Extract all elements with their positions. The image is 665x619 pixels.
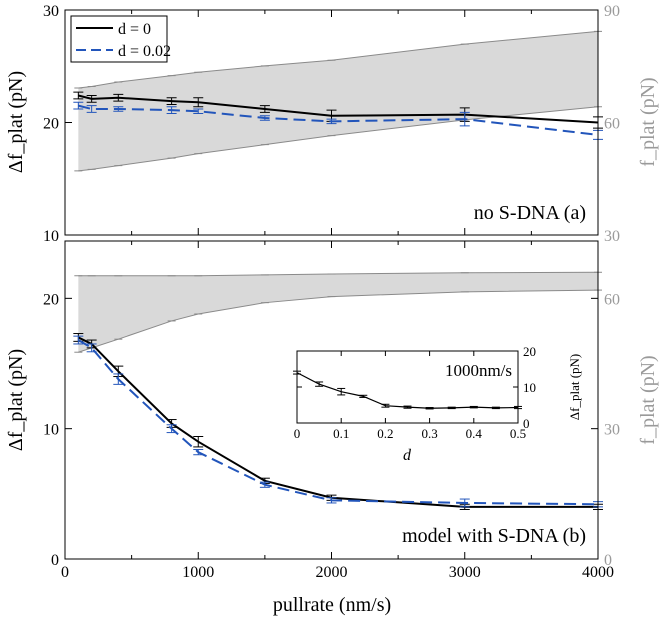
panel-a-band bbox=[74, 30, 602, 172]
panel-a-annotation: no S-DNA (a) bbox=[474, 202, 586, 224]
panel-b-ytick-right-label: 60 bbox=[604, 291, 620, 308]
panel-a-ytick-label: 20 bbox=[43, 116, 59, 133]
panel-a-ytick-right-label: 30 bbox=[604, 228, 620, 245]
inset-series bbox=[293, 370, 522, 410]
panel-b-ytick-right-label: 0 bbox=[604, 552, 612, 569]
panel-a-ytick-label: 10 bbox=[43, 228, 59, 245]
panel-b-ylabel: Δf_plat (pN) bbox=[5, 349, 27, 451]
legend-label-d0: d = 0 bbox=[118, 21, 151, 38]
panel-b-xtick-label: 3000 bbox=[449, 564, 481, 581]
inset-xtick-label: 0.1 bbox=[333, 426, 349, 441]
legend: d = 0 d = 0.02 bbox=[70, 15, 171, 63]
panel-a-series-1-line bbox=[78, 104, 599, 136]
panel-a-ticks: 10 20 30 30 60 90 bbox=[43, 3, 620, 245]
panel-b-xtick-label: 1000 bbox=[182, 564, 214, 581]
panel-a: 10 20 30 30 60 90 d = 0 d = 0.02 no S-DNA (a)… bbox=[5, 3, 659, 245]
inset-ytick-label: 10 bbox=[523, 380, 536, 395]
inset-annotation: 1000nm/s bbox=[445, 361, 512, 380]
panel-b-ytick-label: 0 bbox=[51, 552, 59, 569]
inset-background bbox=[297, 351, 518, 423]
panel-a-ytick-label: 30 bbox=[43, 3, 59, 20]
legend-box bbox=[70, 15, 168, 63]
panel-a-ytick-right-label: 60 bbox=[604, 116, 620, 133]
panel-b-xtick-label: 2000 bbox=[316, 564, 348, 581]
panel-b-ytick-label: 20 bbox=[43, 291, 59, 308]
panel-b-annotation: model with S-DNA (b) bbox=[402, 525, 586, 547]
inset-ylabel: Δf_plat (pN) bbox=[567, 354, 582, 420]
inset-xtick-label: 0.5 bbox=[510, 426, 526, 441]
inset-ytick-label: 0 bbox=[523, 416, 530, 431]
inset-xtick-label: 0.2 bbox=[377, 426, 393, 441]
panel-b-ylabel-right: f_plat (pN) bbox=[637, 355, 659, 444]
panel-b-xtick-label: 0 bbox=[61, 564, 69, 581]
panel-b-band-area bbox=[78, 272, 598, 353]
panel-b-ytick-right-label: 30 bbox=[604, 422, 620, 439]
inset-xtick-label: 0.4 bbox=[466, 426, 483, 441]
legend-label-d002: d = 0.02 bbox=[118, 43, 171, 60]
inset-xtick-label: 0.3 bbox=[421, 426, 437, 441]
inset-ytick-label: 20 bbox=[523, 344, 536, 359]
panel-b-series bbox=[73, 333, 603, 510]
panel-a-ytick-right-label: 90 bbox=[604, 3, 620, 20]
panel-a-ylabel: Δf_plat (pN) bbox=[5, 71, 27, 173]
x-axis-label: pullrate (nm/s) bbox=[273, 594, 391, 616]
panel-b-xtick-label: 4000 bbox=[582, 564, 614, 581]
panel-b-ytick-label: 10 bbox=[43, 422, 59, 439]
inset-xlabel: d bbox=[403, 447, 412, 464]
panel-a-ylabel-right: f_plat (pN) bbox=[637, 77, 659, 166]
inset-xtick-label: 0 bbox=[294, 426, 301, 441]
panel-b-band bbox=[74, 271, 602, 353]
panel-a-band-area bbox=[78, 31, 598, 171]
